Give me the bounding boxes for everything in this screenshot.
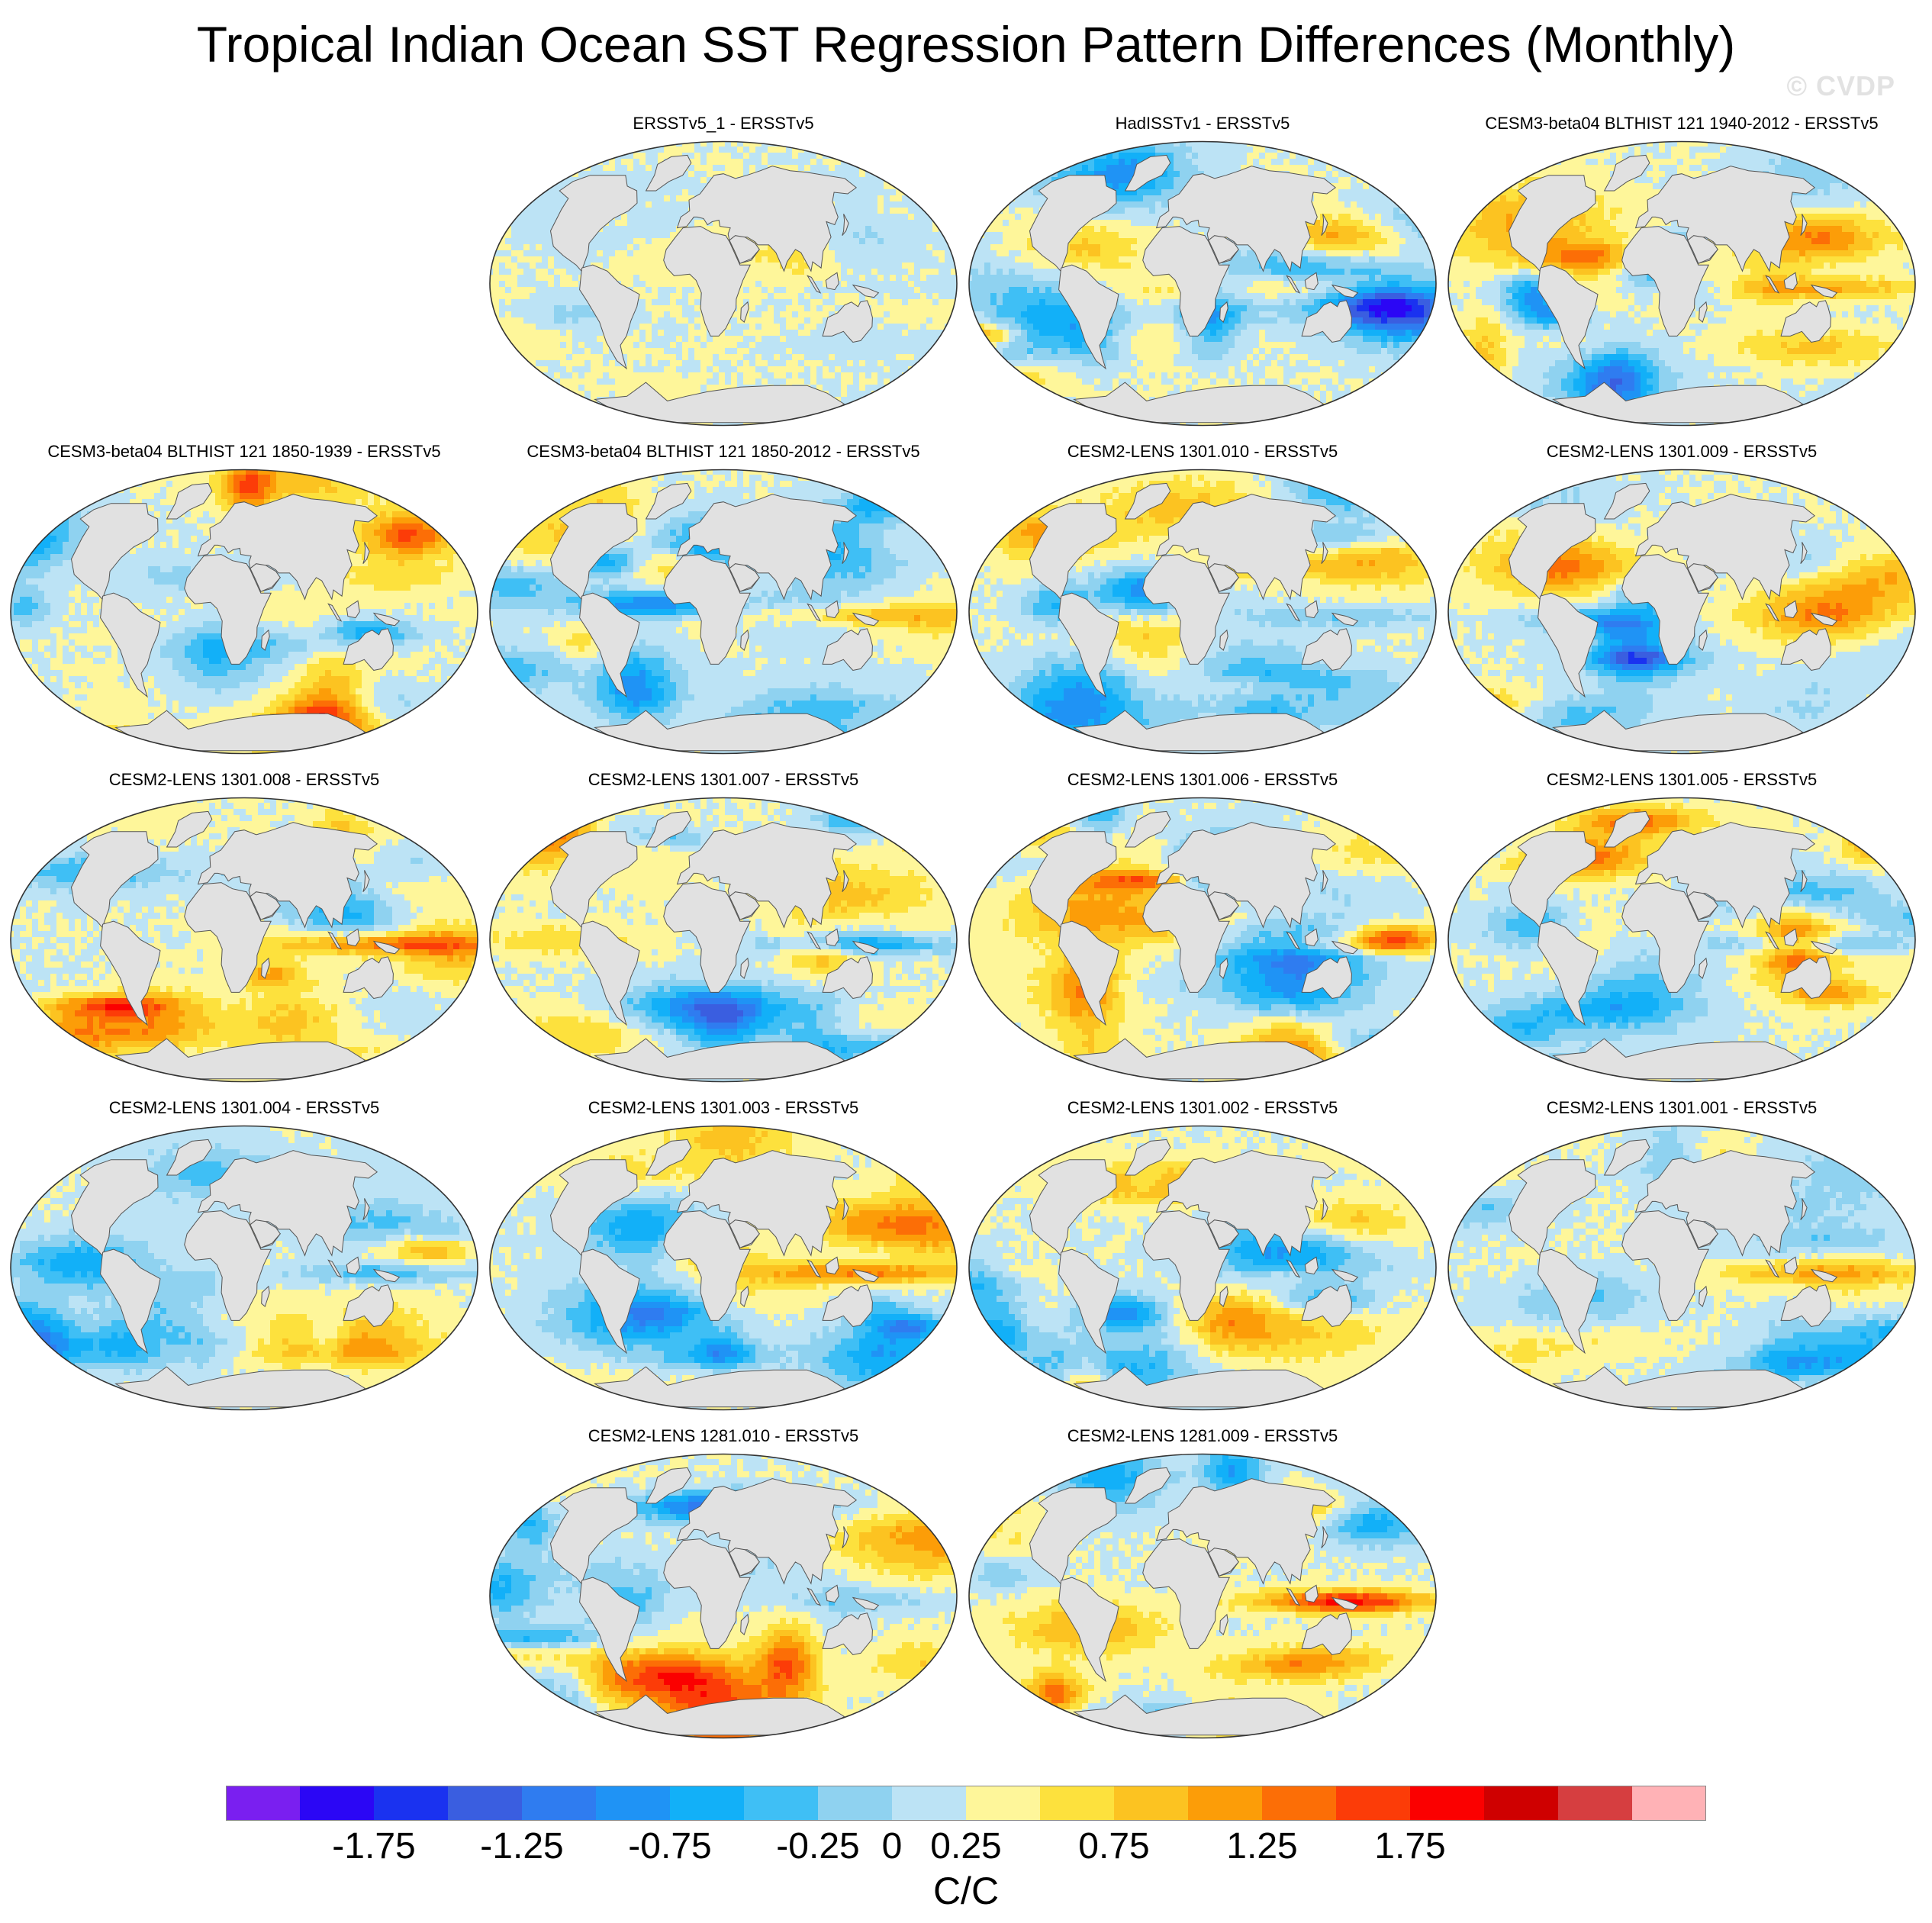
colorbar-swatch (1632, 1786, 1706, 1821)
map-panel: CESM2-LENS 1301.005 - ERSSTv5 (1445, 769, 1918, 1086)
panel-title: CESM2-LENS 1301.005 - ERSSTv5 (1445, 769, 1918, 791)
sst-difference-map (8, 791, 481, 1086)
colorbar (226, 1786, 1706, 1821)
map-panel: CESM3-beta04 BLTHIST 121 1850-2012 - ERS… (487, 441, 960, 758)
map-panel: CESM2-LENS 1281.010 - ERSSTv5 (487, 1425, 960, 1742)
sst-difference-map (1445, 1119, 1918, 1414)
map-panel: CESM2-LENS 1301.004 - ERSSTv5 (8, 1097, 481, 1414)
panel-title: CESM3-beta04 BLTHIST 121 1940-2012 - ERS… (1445, 113, 1918, 134)
colorbar-tick-label: 0 (882, 1824, 903, 1870)
sst-difference-map (966, 791, 1439, 1086)
colorbar-swatch (892, 1786, 967, 1821)
colorbar-swatch (1336, 1786, 1411, 1821)
map-panel: CESM2-LENS 1301.002 - ERSSTv5 (966, 1097, 1439, 1414)
map-panel: CESM2-LENS 1301.010 - ERSSTv5 (966, 441, 1439, 758)
map-panel: CESM2-LENS 1281.009 - ERSSTv5 (966, 1425, 1439, 1742)
panel-title: CESM2-LENS 1301.001 - ERSSTv5 (1445, 1097, 1918, 1119)
map-panel: CESM3-beta04 BLTHIST 121 1940-2012 - ERS… (1445, 113, 1918, 430)
panel-title: CESM2-LENS 1301.010 - ERSSTv5 (966, 441, 1439, 462)
panel-title: CESM2-LENS 1301.008 - ERSSTv5 (8, 769, 481, 791)
colorbar-units-label: C/C (0, 1868, 1932, 1914)
colorbar-swatch (226, 1786, 301, 1821)
sst-difference-map (487, 462, 960, 758)
page-title: Tropical Indian Ocean SST Regression Pat… (0, 14, 1932, 75)
colorbar-tick-label: 1.25 (1226, 1824, 1297, 1870)
sst-difference-map (1445, 791, 1918, 1086)
colorbar-swatch (818, 1786, 893, 1821)
panel-title: CESM2-LENS 1301.002 - ERSSTv5 (966, 1097, 1439, 1119)
map-panel: HadISSTv1 - ERSSTv5 (966, 113, 1439, 430)
sst-difference-map (8, 462, 481, 758)
colorbar-swatch (522, 1786, 597, 1821)
colorbar-swatch (744, 1786, 819, 1821)
sst-difference-map (8, 1119, 481, 1414)
colorbar-swatch (1262, 1786, 1337, 1821)
map-panel: ERSSTv5_1 - ERSSTv5 (487, 113, 960, 430)
cvdp-watermark: © CVDP (1786, 70, 1895, 102)
colorbar-swatch (1040, 1786, 1115, 1821)
sst-difference-map (487, 1447, 960, 1742)
colorbar-tick-label: -1.25 (480, 1824, 563, 1870)
panel-title: CESM2-LENS 1301.007 - ERSSTv5 (487, 769, 960, 791)
panel-title: CESM2-LENS 1301.006 - ERSSTv5 (966, 769, 1439, 791)
colorbar-tick-label: 1.75 (1374, 1824, 1445, 1870)
sst-difference-map (966, 1119, 1439, 1414)
colorbar-tick-label: -0.75 (628, 1824, 711, 1870)
panel-title: HadISSTv1 - ERSSTv5 (966, 113, 1439, 134)
sst-difference-map (966, 462, 1439, 758)
panel-title: CESM2-LENS 1281.010 - ERSSTv5 (487, 1425, 960, 1447)
sst-difference-map (966, 1447, 1439, 1742)
map-panel: CESM2-LENS 1301.001 - ERSSTv5 (1445, 1097, 1918, 1414)
colorbar-swatch (300, 1786, 375, 1821)
colorbar-swatch (1484, 1786, 1559, 1821)
colorbar-swatch (1410, 1786, 1485, 1821)
panel-title: CESM2-LENS 1301.004 - ERSSTv5 (8, 1097, 481, 1119)
sst-difference-map (487, 1119, 960, 1414)
colorbar-swatch (670, 1786, 745, 1821)
colorbar-swatch (966, 1786, 1041, 1821)
map-panel: CESM2-LENS 1301.009 - ERSSTv5 (1445, 441, 1918, 758)
sst-difference-map (487, 134, 960, 430)
colorbar-swatch (1114, 1786, 1189, 1821)
sst-difference-map (487, 791, 960, 1086)
map-panel: CESM3-beta04 BLTHIST 121 1850-1939 - ERS… (8, 441, 481, 758)
colorbar-swatch (374, 1786, 449, 1821)
colorbar-swatch (1558, 1786, 1633, 1821)
panel-title: ERSSTv5_1 - ERSSTv5 (487, 113, 960, 134)
panel-title: CESM3-beta04 BLTHIST 121 1850-2012 - ERS… (487, 441, 960, 462)
panel-title: CESM3-beta04 BLTHIST 121 1850-1939 - ERS… (8, 441, 481, 462)
colorbar-tick-label: 0.25 (930, 1824, 1001, 1870)
sst-difference-map (1445, 134, 1918, 430)
panel-title: CESM2-LENS 1301.003 - ERSSTv5 (487, 1097, 960, 1119)
colorbar-tick-label: -0.25 (776, 1824, 859, 1870)
colorbar-swatch (596, 1786, 671, 1821)
colorbar-swatch (448, 1786, 523, 1821)
panel-title: CESM2-LENS 1301.009 - ERSSTv5 (1445, 441, 1918, 462)
map-panel: CESM2-LENS 1301.003 - ERSSTv5 (487, 1097, 960, 1414)
panel-title: CESM2-LENS 1281.009 - ERSSTv5 (966, 1425, 1439, 1447)
colorbar-swatch (1188, 1786, 1263, 1821)
map-panel: CESM2-LENS 1301.007 - ERSSTv5 (487, 769, 960, 1086)
map-panel: CESM2-LENS 1301.006 - ERSSTv5 (966, 769, 1439, 1086)
sst-difference-map (1445, 462, 1918, 758)
colorbar-tick-label: 0.75 (1078, 1824, 1149, 1870)
colorbar-tick-label: -1.75 (332, 1824, 415, 1870)
sst-difference-map (966, 134, 1439, 430)
map-panel: CESM2-LENS 1301.008 - ERSSTv5 (8, 769, 481, 1086)
